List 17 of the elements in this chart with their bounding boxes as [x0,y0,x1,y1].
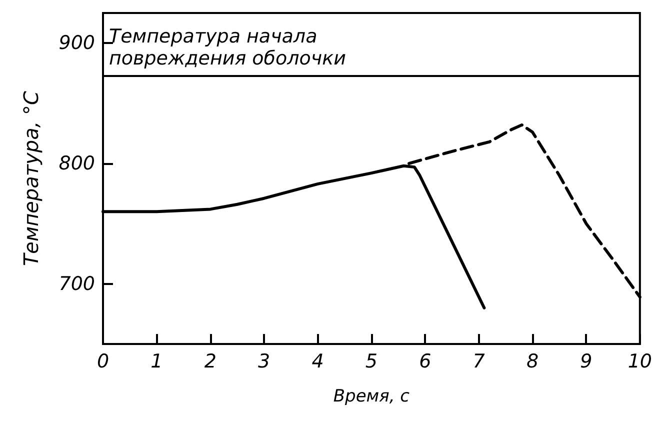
x-tick-label: 10 [628,350,652,372]
x-tick-label: 1 [150,350,163,372]
ref-line-label: Температура начала повреждения оболочки [109,26,346,70]
x-tick-label: 9 [580,350,592,372]
x-tick-label: 2 [204,350,216,372]
x-tick-label: 3 [258,350,270,372]
x-tick-label: 6 [419,350,432,372]
y-tick-label: 800 [58,152,95,174]
y-tick-label: 900 [58,32,95,54]
x-tick-label: 0 [96,350,110,372]
x-tick-label: 7 [472,350,485,372]
y-tick-label: 700 [58,272,95,295]
x-tick-label: 5 [365,350,378,372]
y-axis-title: Температура, °С [19,90,43,266]
x-tick-label: 4 [312,350,324,372]
x-axis-title: Время, с [333,386,410,406]
x-tick-label: 8 [526,350,539,372]
